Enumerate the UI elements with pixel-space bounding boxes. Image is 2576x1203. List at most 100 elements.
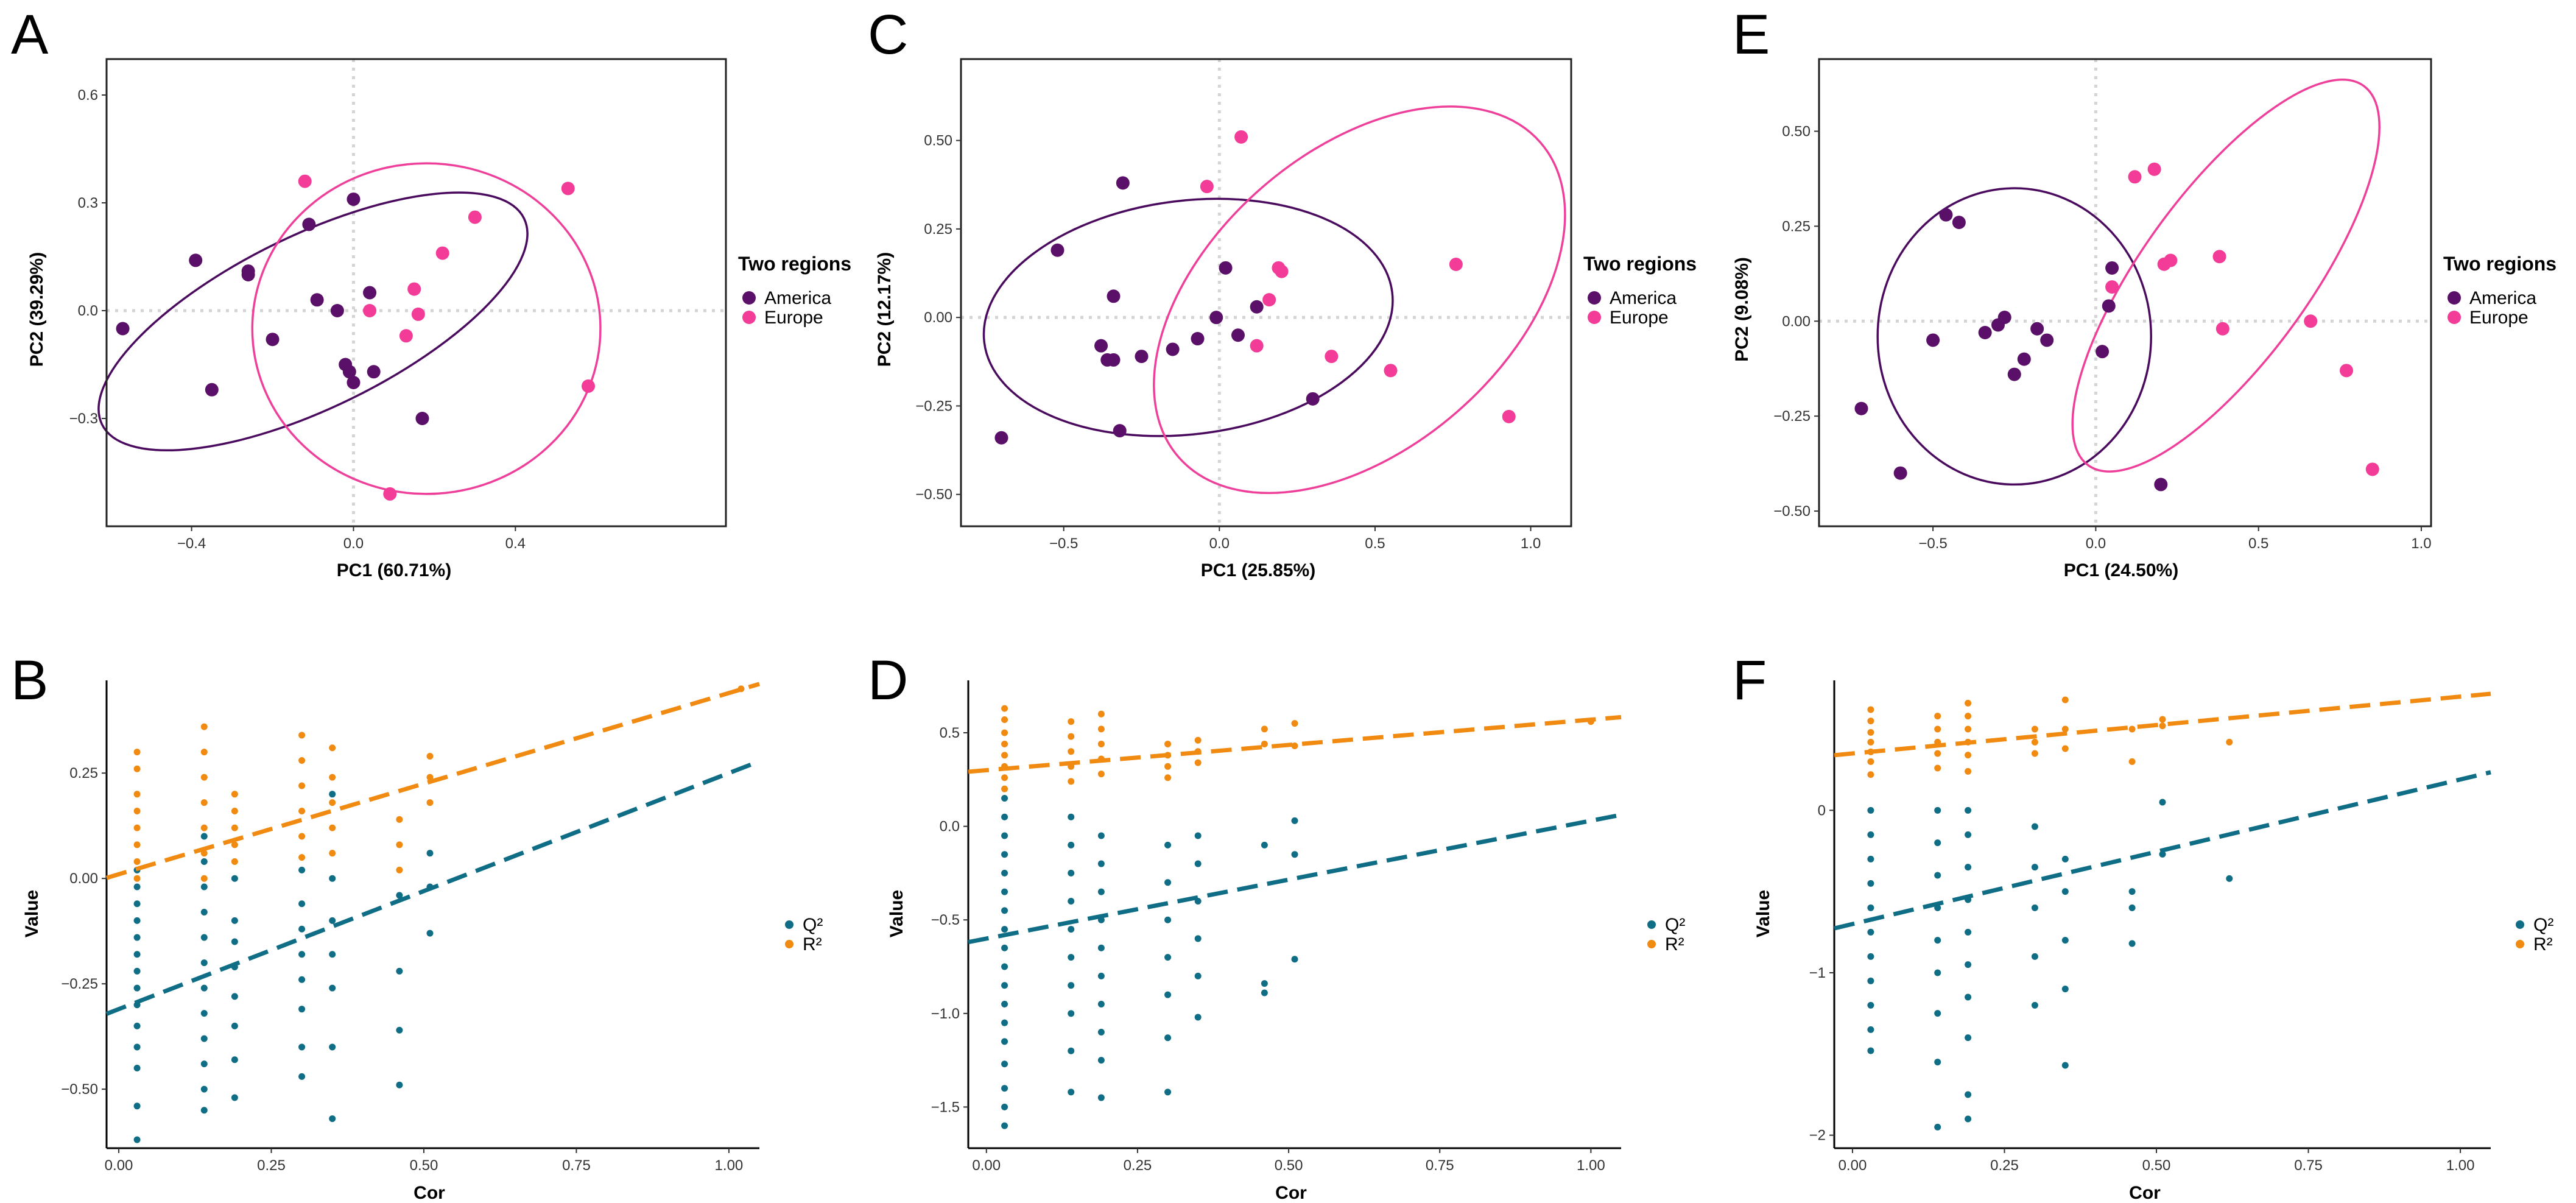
legend-c-swatch-america	[1588, 291, 1601, 305]
point-q2	[329, 917, 336, 924]
point-q2	[1164, 1034, 1172, 1042]
legend-d-swatch-r2	[1647, 940, 1656, 948]
point-america	[2017, 352, 2031, 366]
point-europe	[582, 379, 595, 393]
point-q2	[200, 1085, 208, 1093]
point-q2	[298, 866, 306, 873]
point-europe	[2105, 280, 2119, 294]
point-q2	[1194, 860, 1202, 867]
point-r2	[1291, 743, 1298, 750]
point-r2	[1068, 778, 1075, 785]
point-r2	[1934, 725, 1941, 733]
point-europe	[1502, 409, 1516, 423]
pca-e-ylabel: PC2 (9.08%)	[1732, 257, 1752, 362]
y-tick-label: 0.50	[1782, 123, 1811, 139]
point-q2	[1068, 1047, 1075, 1054]
point-q2	[1934, 806, 1941, 814]
point-america	[2096, 345, 2110, 359]
point-r2	[426, 774, 434, 781]
legend-c-title: Two regions	[1583, 253, 1697, 275]
point-q2	[1097, 1029, 1105, 1036]
point-q2	[231, 1094, 238, 1101]
legend-d: Q² R²	[1647, 915, 1685, 954]
point-q2	[1164, 1088, 1172, 1096]
point-r2	[1867, 771, 1874, 778]
point-q2	[1164, 954, 1172, 961]
y-tick-label: −1.0	[931, 1006, 960, 1022]
point-q2	[1164, 991, 1172, 998]
point-america	[2030, 322, 2044, 336]
legend-d-swatch-q2	[1647, 920, 1656, 929]
point-america	[367, 365, 381, 379]
x-tick-label: 0.00	[1839, 1157, 1867, 1174]
value-plot-b: 0.00 0.25 0.50 0.75 1.00 −0.50 −0.25 0.00 0.25	[61, 680, 761, 1174]
point-r2	[133, 807, 141, 814]
x-tick-label: 0.5	[1365, 535, 1385, 552]
point-q2	[133, 1043, 141, 1051]
legend-c: Two regions America Europe	[1583, 253, 1697, 328]
point-q2	[396, 1081, 403, 1088]
point-r2	[1001, 785, 1008, 792]
point-q2	[1867, 1026, 1874, 1033]
legend-e-item-europe: Europe	[2469, 308, 2528, 328]
point-q2	[298, 976, 306, 983]
y-tick-label: 0.00	[69, 870, 98, 887]
point-america	[116, 322, 130, 336]
point-america	[363, 286, 377, 300]
point-q2	[1068, 982, 1075, 989]
point-q2	[231, 993, 238, 1000]
point-q2	[1001, 1000, 1008, 1007]
point-q2	[1001, 926, 1008, 933]
legend-a-title: Two regions	[738, 253, 851, 275]
x-tick-label: 0.75	[1426, 1157, 1454, 1174]
point-r2	[1194, 759, 1202, 766]
point-q2	[231, 938, 238, 945]
point-europe	[1250, 339, 1264, 353]
point-q2	[298, 1043, 306, 1051]
point-q2	[1867, 806, 1874, 814]
point-r2	[2061, 745, 2069, 752]
point-q2	[1001, 813, 1008, 820]
point-america	[1209, 311, 1223, 325]
point-r2	[396, 841, 403, 848]
point-q2	[1291, 956, 1298, 963]
point-q2	[133, 1136, 141, 1143]
point-q2	[1097, 832, 1105, 839]
point-q2	[1291, 817, 1298, 824]
x-tick-label: 0.50	[410, 1157, 438, 1174]
point-q2	[1001, 832, 1008, 839]
point-r2	[1097, 710, 1105, 718]
value-b-xlabel: Cor	[413, 1183, 445, 1203]
value-b-ylabel: Value	[22, 890, 42, 937]
point-q2	[1068, 954, 1075, 961]
fit-line-q2	[968, 813, 1622, 945]
point-q2	[2031, 823, 2038, 830]
point-r2	[133, 749, 141, 756]
point-r2	[231, 858, 238, 866]
point-q2	[1001, 944, 1008, 951]
x-tick-label: 1.00	[1577, 1157, 1605, 1174]
point-r2	[1261, 725, 1268, 733]
point-q2	[200, 1107, 208, 1114]
point-q2	[2031, 904, 2038, 911]
point-q2	[1001, 1103, 1008, 1110]
y-tick-label: 0.00	[1782, 313, 1811, 330]
point-r2	[298, 833, 306, 840]
y-tick-label: −0.50	[61, 1081, 98, 1098]
x-tick-label: 0.5	[2248, 535, 2268, 552]
point-r2	[200, 723, 208, 730]
legend-b-swatch-q2	[785, 920, 794, 929]
point-q2	[1934, 1123, 1941, 1131]
point-q2	[133, 883, 141, 891]
legend-c-item-europe: Europe	[1610, 308, 1669, 328]
point-america	[1250, 300, 1264, 314]
point-r2	[133, 858, 141, 866]
point-q2	[1001, 982, 1008, 989]
x-tick-label: 0.4	[505, 535, 526, 552]
point-europe	[1325, 350, 1339, 364]
point-america	[1050, 243, 1065, 257]
x-tick-label: 0.25	[1990, 1157, 2019, 1174]
point-q2	[1068, 813, 1075, 820]
legend-e-item-america: America	[2469, 288, 2536, 308]
point-america	[1997, 311, 2011, 325]
